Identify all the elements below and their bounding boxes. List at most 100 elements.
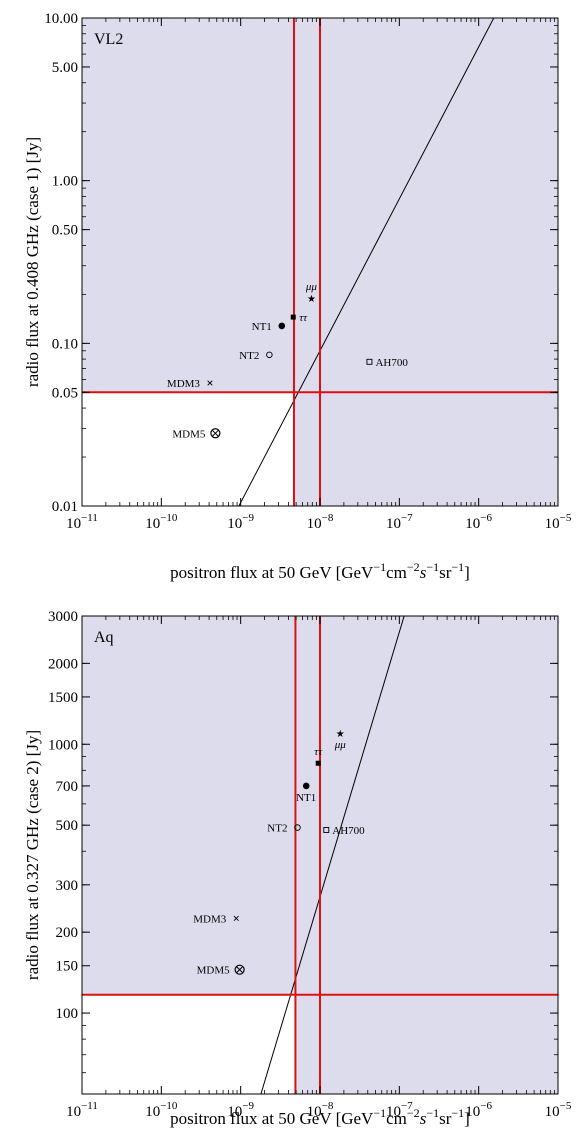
otimes-circle [234,964,245,975]
x-tick-exponent: −7 [401,512,413,524]
x-tick-exponent: −9 [242,1100,254,1112]
y-tick-label: 2000 [48,656,78,672]
point-nt1-marker [302,782,310,790]
x-title-part: sr [439,1109,452,1128]
x-axis-title: positron flux at 50 GeV [GeV−1cm−2s−1sr−… [170,560,470,582]
plot-area [82,18,558,506]
x-tick-label: 10−9 [227,512,254,532]
x-tick-base: 10 [66,516,81,532]
y-tick-label: 300 [56,878,79,894]
point-nt2-label: NT2 [267,823,287,835]
x-axis: 10−11 10−10 10−9 10−8 10−7 10−6 10−5 [66,18,572,532]
point-mdm3-label: MDM3 [167,378,201,390]
point-μμ-marker: ★ [336,729,345,740]
x-title-exponent: −1 [451,1106,464,1120]
x-title-exponent: −1 [451,560,464,574]
x-tick-label: 10−7 [386,1100,413,1120]
y-tick-label: 0.05 [52,385,78,401]
y-tick-label: 5.00 [52,60,78,76]
x-tick-exponent: −10 [160,1100,178,1112]
x-title-part: sr [439,563,452,582]
y-axis-title: radio flux at 0.327 GHz (case 2) [Jy] [23,730,42,980]
x-tick-label: 10−6 [465,512,492,532]
diagonal-line [260,616,405,1094]
x-axis: 10−11 10−10 10−9 10−8 10−7 10−6 10−5 [66,616,572,1120]
x-title-part: ] [464,563,470,582]
point-mdm5-marker [210,428,221,439]
point-ττ-marker [315,760,321,766]
x-tick-exponent: −9 [242,512,254,524]
point-μμ-label: μμ [334,739,347,751]
x-tick-base: 10 [386,516,401,532]
point-ah700-label: AH700 [375,357,408,369]
point-μμ-label: μμ [305,281,318,293]
unshaded-region [82,994,296,1094]
x-tick-exponent: −7 [401,1100,413,1112]
x-tick-label: 10−9 [227,1100,254,1120]
cross-stroke [233,915,239,922]
otimes-stroke [211,429,219,437]
data-points: ★μμ ττ NT1 NT2 MDM3 AH700 MDM5 [167,281,408,440]
x-tick-exponent: −8 [322,512,334,524]
y-tick-label: 1.00 [52,174,78,190]
x-tick-label: 10−11 [66,512,98,532]
point-mdm3-marker [207,380,213,386]
x-title-part: ] [464,1109,470,1128]
plot-area [82,616,558,1094]
y-tick-label: 3000 [48,609,78,625]
x-title-exponent: −1 [373,560,386,574]
x-tick-base: 10 [307,516,322,532]
x-tick-base: 10 [145,516,160,532]
chart-panel-aq: 10−11 10−10 10−9 10−8 10−7 10−6 10−51001502003… [23,609,572,1128]
y-tick-label: 0.01 [52,499,78,515]
x-title-exponent: −2 [407,1106,420,1120]
x-tick-label: 10−6 [465,1100,492,1120]
point-ah700-marker [366,358,373,365]
x-tick-base: 10 [465,1104,480,1120]
point-ah700-marker [323,826,330,833]
x-tick-base: 10 [227,516,242,532]
diagonal-line [238,18,495,506]
point-mdm3-label: MDM3 [193,913,227,925]
x-tick-exponent: −6 [480,1100,492,1112]
otimes-circle [210,428,221,439]
x-title-part: s [420,563,427,582]
point-mdm3-marker [233,915,239,922]
x-title-exponent: −1 [373,1106,386,1120]
y-axis-title: radio flux at 0.408 GHz (case 1) [Jy] [23,137,42,387]
x-tick-exponent: −5 [560,512,572,524]
point-mdm5-label: MDM5 [172,428,206,440]
x-title-part: positron flux at 50 GeV [GeV [170,563,374,582]
point-ττ-marker [290,314,296,320]
x-tick-label: 10−5 [545,512,572,532]
point-nt2-marker [294,824,301,831]
panel-label: Aq [94,629,114,646]
point-ah700-label: AH700 [332,825,365,837]
x-tick-base: 10 [145,1104,160,1120]
y-axis: 0.01 0.05 0.10 0.50 1.00 5.00 10.00 [44,11,558,515]
x-tick-exponent: −6 [480,512,492,524]
x-tick-base: 10 [227,1104,242,1120]
point-nt2-marker [266,351,273,359]
x-tick-base: 10 [545,516,560,532]
point-nt1-marker [278,322,286,330]
y-tick-label: 1500 [48,690,78,706]
point-nt1-label: NT1 [252,321,272,333]
x-tick-base: 10 [66,1104,81,1120]
y-tick-label: 1000 [48,737,78,753]
cross-stroke [207,380,213,386]
point-ττ-label: ττ [299,312,308,324]
x-title-part: s [420,1109,427,1128]
y-tick-label: 700 [56,779,79,795]
point-nt1-label: NT1 [296,792,316,804]
x-tick-base: 10 [386,1104,401,1120]
x-tick-exponent: −11 [81,512,98,524]
point-μμ-marker: ★ [307,294,316,305]
x-tick-base: 10 [465,516,480,532]
otimes-stroke [236,966,244,974]
y-tick-label: 100 [56,1006,79,1022]
unshaded-region [82,392,294,506]
x-tick-exponent: −8 [322,1100,334,1112]
chart-panel-vl2: 10−11 10−10 10−9 10−8 10−7 10−6 10−50.010.050.… [23,11,572,582]
